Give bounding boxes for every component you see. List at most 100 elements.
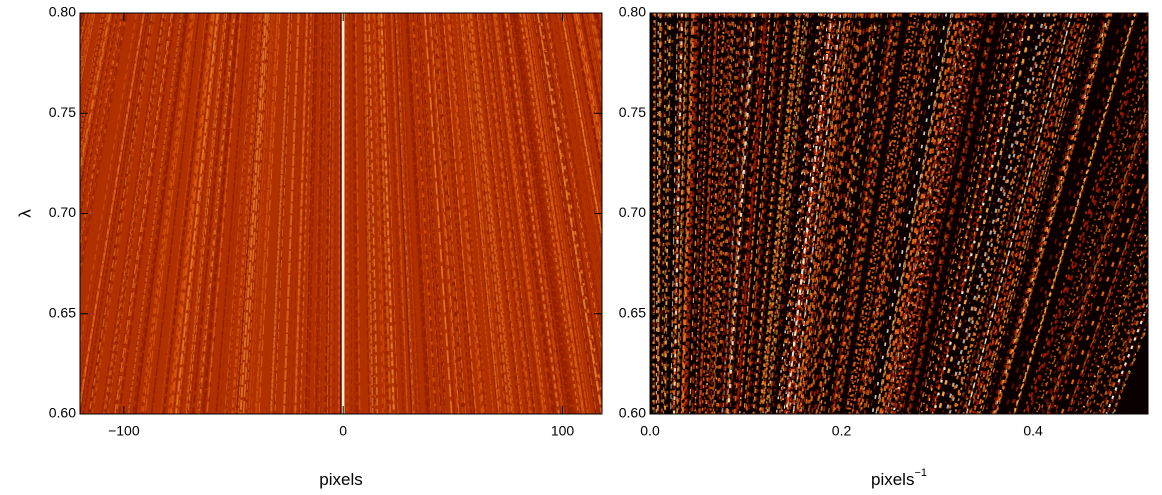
texture-line [434, 13, 466, 414]
texture-line [80, 13, 103, 127]
texture-line [709, 13, 731, 414]
texture-line [944, 13, 1046, 414]
texture-line [171, 13, 216, 414]
texture-line [1073, 203, 1148, 414]
texture-line [118, 13, 176, 414]
texture-line [106, 13, 167, 414]
texture-line [706, 13, 728, 414]
texture-line [437, 13, 470, 414]
texture-line [514, 13, 573, 414]
texture-line [928, 13, 1023, 414]
texture-line [780, 13, 826, 414]
texture-line [785, 13, 833, 414]
texture-line [104, 13, 165, 414]
texture-line [80, 13, 141, 377]
texture-line [929, 13, 1024, 414]
texture-line [349, 13, 353, 414]
y-tick-label: 0.75 [619, 104, 646, 120]
texture-line [299, 13, 312, 414]
texture-line [652, 13, 656, 414]
texture-line [447, 13, 485, 414]
texture-line [459, 13, 501, 414]
texture-line [994, 13, 1113, 414]
heatmap [80, 13, 602, 414]
texture-line [522, 13, 585, 414]
texture-line [1026, 24, 1148, 414]
texture-line [807, 13, 862, 414]
texture-line [545, 13, 602, 354]
texture-line [174, 13, 218, 414]
texture-line [698, 13, 718, 414]
texture-line [274, 13, 293, 414]
texture-line [736, 13, 768, 414]
texture-line [432, 13, 465, 414]
texture-line [465, 13, 507, 414]
texture-line [304, 13, 316, 414]
texture-line [775, 13, 820, 414]
texture-line [450, 13, 489, 414]
texture-line [704, 13, 726, 414]
texture-line [570, 13, 602, 181]
texture-line [520, 13, 582, 414]
texture-line [981, 13, 1093, 414]
y-tick-label: 0.60 [619, 405, 646, 421]
texture-line [438, 13, 473, 414]
texture-line [536, 13, 601, 414]
texture-line [224, 13, 255, 414]
texture-line [952, 13, 1055, 414]
texture-line [964, 13, 1071, 414]
texture-line [394, 13, 414, 414]
texture-line [929, 13, 1025, 414]
texture-line [380, 13, 395, 414]
texture-line [664, 13, 672, 414]
texture-line [80, 13, 107, 151]
texture-line [412, 13, 437, 414]
texture-line [837, 13, 903, 414]
texture-line [716, 13, 740, 414]
texture-line [664, 13, 671, 414]
texture-line [660, 13, 666, 414]
texture-line [701, 13, 721, 414]
texture-line [520, 13, 581, 414]
texture-line [255, 13, 279, 414]
texture-line [80, 13, 96, 91]
texture-line [783, 13, 830, 414]
texture-line [469, 13, 513, 414]
texture-line [786, 13, 834, 414]
texture-line [1084, 238, 1148, 414]
texture-line [992, 13, 1110, 414]
texture-line [966, 13, 1073, 414]
texture-line [735, 13, 767, 414]
texture-line [162, 13, 210, 414]
texture-line [898, 13, 984, 414]
texture-line [546, 13, 602, 345]
texture-line [499, 13, 553, 414]
texture-line [680, 13, 694, 414]
texture-line [91, 13, 156, 414]
texture-line [822, 13, 883, 414]
texture-line [192, 13, 232, 414]
texture-line [497, 13, 550, 414]
texture-line [798, 13, 850, 414]
texture-line [314, 13, 323, 414]
texture-line [540, 13, 602, 388]
texture-line [761, 13, 801, 414]
texture-line [711, 13, 734, 414]
texture-line [745, 13, 780, 414]
texture-line [887, 13, 968, 414]
texture-line [1024, 19, 1148, 414]
texture-line [744, 13, 778, 414]
texture-line [804, 13, 858, 414]
texture-line [243, 13, 270, 414]
texture-line [363, 13, 372, 414]
texture-line [743, 13, 776, 414]
texture-line [952, 13, 1056, 414]
texture-line [164, 13, 210, 414]
texture-line [681, 13, 695, 414]
texture-line [186, 13, 227, 414]
texture-line [80, 13, 119, 220]
texture-line [187, 13, 227, 414]
texture-line [995, 13, 1113, 414]
texture-line [408, 13, 432, 414]
texture-line [115, 13, 174, 414]
